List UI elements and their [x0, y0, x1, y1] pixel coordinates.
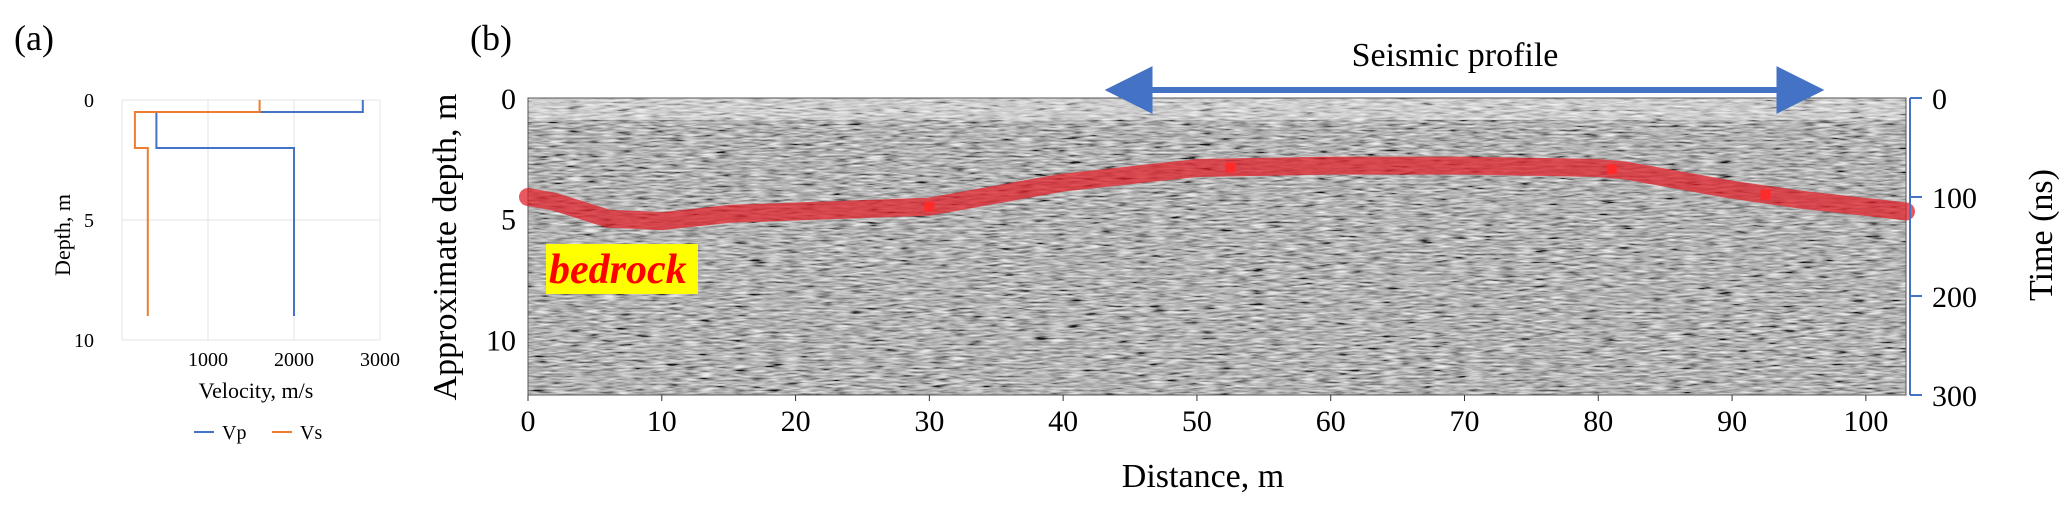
panel-a-ticks: 1000 2000 3000 0 5 10: [74, 90, 400, 371]
panel-a-y-axis-title: Depth, m: [50, 194, 75, 276]
panel-b-y-tick: 5: [501, 204, 516, 237]
panel-b-y-axis-title: Approximate depth, m: [427, 94, 464, 401]
bedrock-label-box: [546, 244, 698, 294]
panel-a-x-axis-title: Velocity, m/s: [199, 378, 314, 403]
panel-b-label: (b): [470, 18, 512, 58]
panel-b-x-tick: 100: [1843, 405, 1888, 438]
panel-a-series: [133, 100, 364, 316]
panel-b-x-tick: 20: [781, 405, 811, 438]
panel-b-x-tick: 40: [1048, 405, 1078, 438]
radargram-top-band: [528, 98, 1906, 120]
panel-a-grid: [121, 99, 381, 341]
legend-vp-label: Vp: [222, 422, 246, 444]
bedrock-marker: [924, 201, 935, 212]
bedrock-marker: [1606, 164, 1617, 175]
panel-b-x-tick: 60: [1316, 405, 1346, 438]
panel-b-y2-tick: 0: [1932, 83, 1947, 116]
panel-b-x-tick: 70: [1450, 405, 1480, 438]
panel-b-y-tick: 0: [501, 83, 516, 116]
panel-b-x-axis-title: Distance, m: [1122, 458, 1284, 495]
series-vp-line: [155, 100, 364, 316]
radargram-texture: [528, 98, 1906, 395]
panel-a-y-tick: 5: [84, 210, 94, 232]
panel-b-x-tick: 50: [1182, 405, 1212, 438]
panel-b-x-tick: 0: [521, 405, 536, 438]
panel-b-y2-tick: 300: [1932, 380, 1977, 413]
panel-a-x-tick: 3000: [360, 349, 400, 371]
panel-b-x-tick: 80: [1583, 405, 1613, 438]
panel-b-x-tick: 90: [1717, 405, 1747, 438]
panel-b-y2-tick: 200: [1932, 281, 1977, 314]
legend-vs-label: Vs: [300, 422, 322, 444]
bedrock-line: [519, 156, 1915, 231]
panel-b-x-tick: 30: [914, 405, 944, 438]
panel-a-label: (a): [14, 18, 54, 58]
bedrock-interface-line: [519, 156, 1915, 231]
panel-a-x-tick: 1000: [188, 349, 228, 371]
bedrock-label: bedrock: [549, 247, 687, 293]
panel-a-y-tick: 0: [84, 90, 94, 112]
panel-a-legend: Vp Vs: [194, 422, 322, 444]
bedrock-marker: [1760, 189, 1771, 200]
bedrock-marker: [1225, 162, 1236, 173]
seismic-profile-title: Seismic profile: [1352, 37, 1559, 74]
panel-b-y-tick: 10: [486, 324, 516, 357]
series-vs-line: [133, 100, 261, 316]
panel-a-y-tick: 10: [74, 330, 94, 352]
panel-b-y2-axis-title: Time (ns): [2023, 169, 2060, 301]
panel-a-x-tick: 2000: [274, 349, 314, 371]
panel-b-x-tick: 10: [647, 405, 677, 438]
panel-b-y2-tick: 100: [1932, 182, 1977, 215]
